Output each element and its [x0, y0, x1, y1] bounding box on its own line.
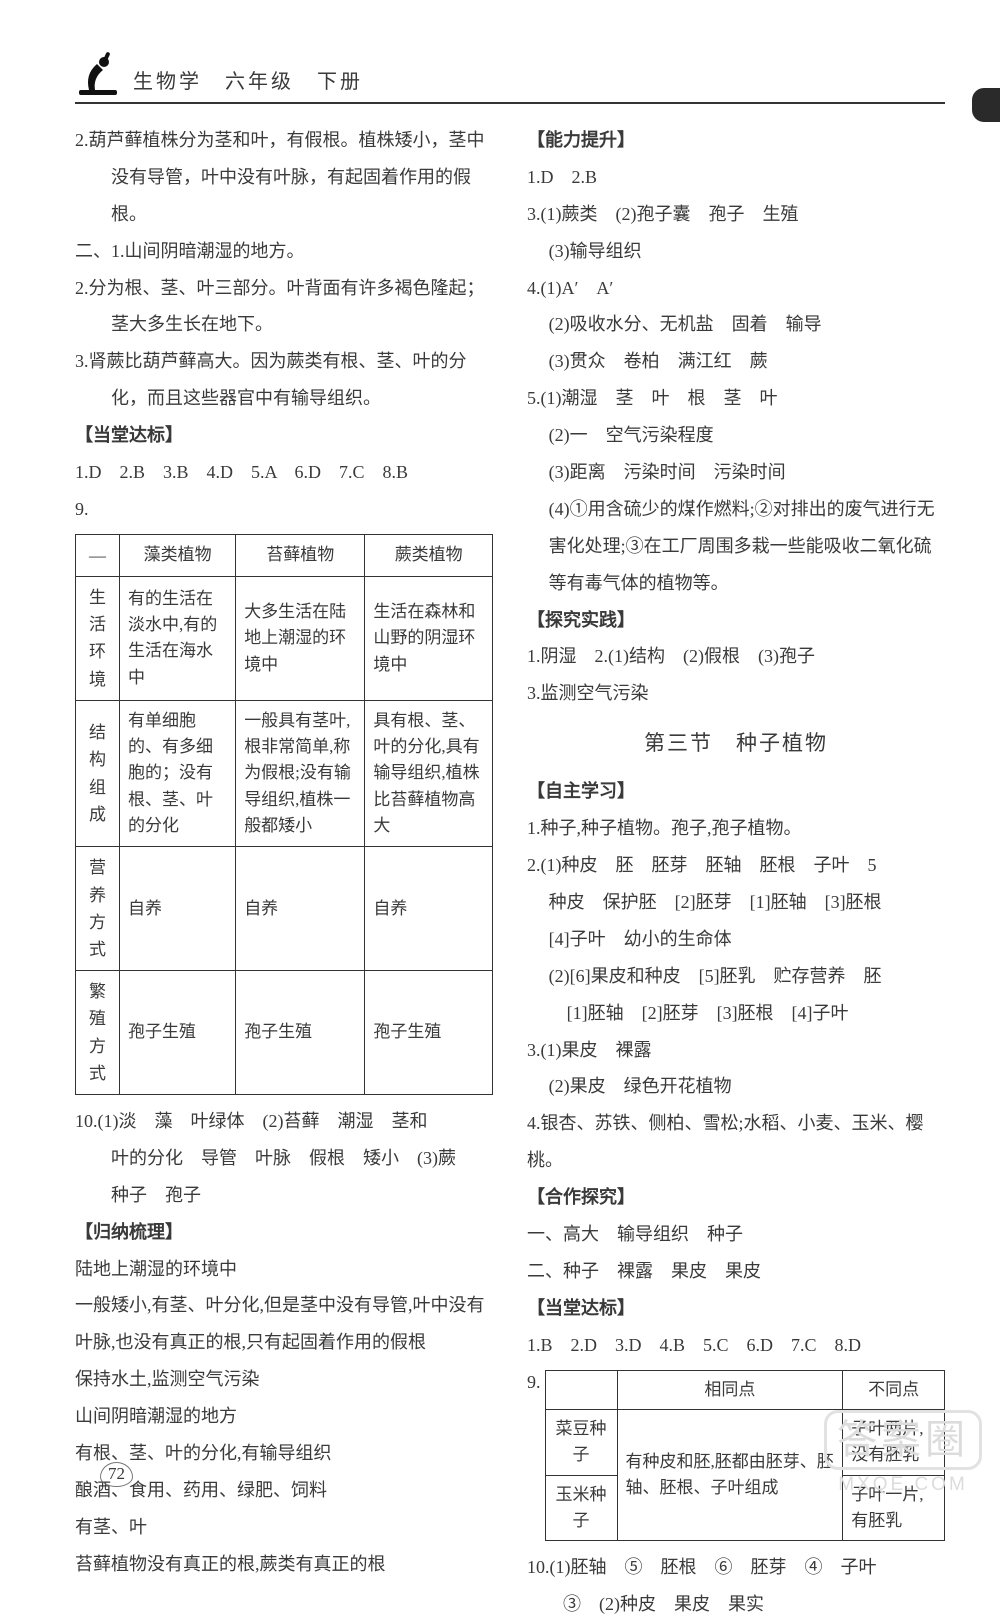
text: (3)距离 污染时间 污染时间	[527, 454, 945, 491]
td: 有单细胞的、有多细胞的；没有根、茎、叶的分化	[120, 700, 236, 847]
td: 孢子生殖	[365, 971, 493, 1095]
th: 苔藓植物	[236, 534, 365, 576]
td: 有种皮和胚,胚都由胚芽、胚轴、胚根、子叶组成	[617, 1409, 843, 1540]
microscope-icon	[75, 50, 121, 96]
th: —	[76, 534, 120, 576]
text: 2.葫芦藓植株分为茎和叶，有假根。植株矮小，茎中没有导管，叶中没有叶脉，有起固着…	[75, 122, 493, 233]
text: 二、种子 裸露 果皮 果皮	[527, 1253, 945, 1290]
text: 种皮 保护胚 [2]胚芽 [1]胚轴 [3]胚根	[527, 884, 945, 921]
section-heading: 【探究实践】	[527, 602, 945, 639]
section-heading: 【能力提升】	[527, 122, 945, 159]
text: 3.(1)果皮 裸露	[527, 1032, 945, 1069]
th: 相同点	[617, 1370, 843, 1409]
text: 5.(1)潮湿 茎 叶 根 茎 叶	[527, 380, 945, 417]
text: 10.(1)胚轴 ⑤ 胚根 ⑥ 胚芽 ④ 子叶	[527, 1549, 945, 1586]
td: 孢子生殖	[120, 971, 236, 1095]
th: 蕨类植物	[365, 534, 493, 576]
td: 玉米种子	[545, 1475, 617, 1541]
text: [4]子叶 幼小的生命体	[527, 921, 945, 958]
text: 有根、茎、叶的分化,有输导组织	[75, 1435, 493, 1472]
text: ③ (2)种皮 果皮 果实	[527, 1586, 945, 1623]
text: 苔藓植物没有真正的根,蕨类有真正的根	[75, 1546, 493, 1583]
text: 4.银杏、苏铁、侧柏、雪松;水稻、小麦、玉米、樱桃。	[527, 1105, 945, 1179]
text: 一般矮小,有茎、叶分化,但是茎中没有导管,叶中没有叶脉,也没有真正的根,只有起固…	[75, 1287, 493, 1361]
td: 具有根、茎、叶的分化,具有输导组织,植株比苔藓植物高大	[365, 700, 493, 847]
td: 营养方式	[76, 847, 120, 971]
text: 种子 孢子	[75, 1177, 493, 1214]
td: 菜豆种子	[545, 1409, 617, 1475]
text: 山间阴暗潮湿的地方	[75, 1398, 493, 1435]
text: 叶的分化 导管 叶脉 假根 矮小 (3)蕨	[75, 1140, 493, 1177]
text: 酿酒、食用、药用、绿肥、饲料	[75, 1472, 493, 1509]
text: 二、1.山间阴暗潮湿的地方。	[75, 233, 493, 270]
text: 陆地上潮湿的环境中	[75, 1251, 493, 1288]
text: 4.(1)A′ A′	[527, 270, 945, 307]
td: 自养	[365, 847, 493, 971]
edge-tab	[972, 88, 1000, 122]
text: [1]胚轴 [2]胚芽 [3]胚根 [4]子叶	[527, 995, 945, 1032]
section-title: 第三节 种子植物	[527, 722, 945, 765]
left-column: 2.葫芦藓植株分为茎和叶，有假根。植株矮小，茎中没有导管，叶中没有叶脉，有起固着…	[75, 122, 493, 1623]
section-heading: 【合作探究】	[527, 1179, 945, 1216]
text: 1.种子,种子植物。孢子,孢子植物。	[527, 810, 945, 847]
text: 保持水土,监测空气污染	[75, 1361, 493, 1398]
text: 有茎、叶	[75, 1509, 493, 1546]
watermark: 答案圈 MXQE.COM	[824, 1410, 982, 1497]
text: 3.监测空气污染	[527, 675, 945, 712]
text: 2.(1)种皮 胚 胚芽 胚轴 胚根 子叶 5	[527, 847, 945, 884]
text: 9.	[527, 1364, 541, 1401]
section-heading: 【当堂达标】	[527, 1290, 945, 1327]
text: (2)果皮 绿色开花植物	[527, 1068, 945, 1105]
th: 不同点	[843, 1370, 945, 1409]
answers: 1.D 2.B 3.B 4.D 5.A 6.D 7.C 8.B	[75, 454, 493, 491]
td: 大多生活在陆地上潮湿的环境中	[236, 576, 365, 700]
td: 繁殖方式	[76, 971, 120, 1095]
text: 2.分为根、茎、叶三部分。叶背面有许多褐色隆起；茎大多生长在地下。	[75, 270, 493, 344]
text: (2)[6]果皮和种皮 [5]胚乳 贮存营养 胚	[527, 958, 945, 995]
header-title: 生物学 六年级 下册	[133, 65, 363, 96]
watermark-small: MXQE.COM	[824, 1473, 982, 1497]
td: 生活在森林和山野的阴湿环境中	[365, 576, 493, 700]
td: 生活环境	[76, 576, 120, 700]
th: 藻类植物	[120, 534, 236, 576]
text: 1.阴湿 2.(1)结构 (2)假根 (3)孢子	[527, 638, 945, 675]
td: 孢子生殖	[236, 971, 365, 1095]
page-number-value: 72	[100, 1462, 133, 1487]
section-heading: 【当堂达标】	[75, 417, 493, 454]
text: (4)①用含硫少的煤作燃料;②对排出的废气进行无害化处理;③在工厂周围多栽一些能…	[527, 491, 945, 602]
td: 一般具有茎叶,根非常简单,称为假根;没有输导组织,植株一般都矮小	[236, 700, 365, 847]
right-column: 【能力提升】 1.D 2.B 3.(1)蕨类 (2)孢子囊 孢子 生殖 (3)输…	[527, 122, 945, 1623]
text: 一、高大 输导组织 种子	[527, 1216, 945, 1253]
text: 1.D 2.B	[527, 159, 945, 196]
section-heading: 【自主学习】	[527, 773, 945, 810]
watermark-big: 答案圈	[824, 1410, 982, 1470]
td: 自养	[120, 847, 236, 971]
text: (2)一 空气污染程度	[527, 417, 945, 454]
answers: 1.B 2.D 3.D 4.B 5.C 6.D 7.C 8.D	[527, 1327, 945, 1364]
text: 3.(1)蕨类 (2)孢子囊 孢子 生殖	[527, 196, 945, 233]
text: (3)贯众 卷柏 满江红 蕨	[527, 343, 945, 380]
td: 有的生活在淡水中,有的生活在海水中	[120, 576, 236, 700]
text: 9.	[75, 491, 493, 528]
text: (3)输导组织	[527, 233, 945, 270]
page-header: 生物学 六年级 下册	[75, 50, 945, 104]
td: 结构组成	[76, 700, 120, 847]
text: 10.(1)淡 藻 叶绿体 (2)苔藓 潮湿 茎和	[75, 1103, 493, 1140]
comparison-table-1: — 藻类植物 苔藓植物 蕨类植物 生活环境 有的生活在淡水中,有的生活在海水中 …	[75, 534, 493, 1095]
th	[545, 1370, 617, 1409]
text: (2)吸收水分、无机盐 固着 输导	[527, 306, 945, 343]
td: 自养	[236, 847, 365, 971]
section-heading: 【归纳梳理】	[75, 1214, 493, 1251]
page-number: 72	[100, 1462, 133, 1487]
text: 3.肾蕨比葫芦藓高大。因为蕨类有根、茎、叶的分化，而且这些器官中有输导组织。	[75, 343, 493, 417]
